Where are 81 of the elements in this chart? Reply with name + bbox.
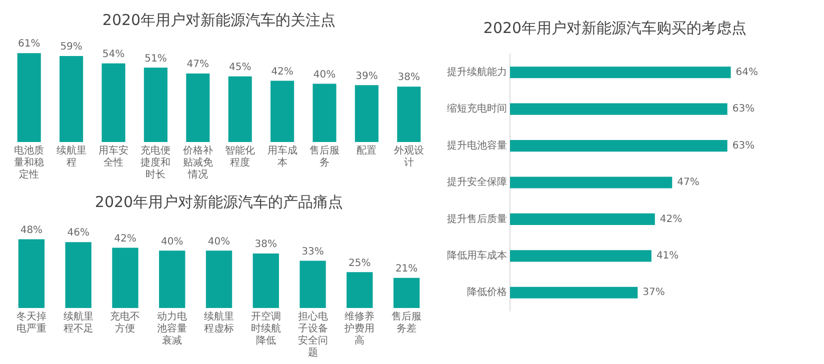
bar: [18, 239, 45, 308]
bar: [312, 84, 336, 142]
y-tick-label: 降低价格: [467, 286, 507, 298]
bar: [102, 63, 126, 142]
x-tick-label: 智能化程度: [225, 144, 256, 169]
data-label: 42%: [271, 66, 294, 78]
bar: [270, 80, 294, 142]
bar: [346, 272, 373, 308]
data-label: 63%: [732, 104, 755, 115]
data-label: 40%: [313, 69, 336, 80]
data-label: 37%: [642, 287, 665, 298]
x-tick-label: 维修养护费用高: [344, 310, 375, 347]
data-label: 21%: [395, 263, 418, 274]
bar: [144, 68, 168, 142]
chart-title: 2020年用户对新能源汽车购买的考虑点: [483, 18, 747, 37]
x-tick-label: 担心电子设备安全问题: [298, 310, 328, 359]
data-label: 47%: [677, 177, 700, 188]
x-tick-label: 价格补贴减免情况: [182, 144, 213, 181]
bar: [510, 286, 638, 298]
x-tick-label: 冬天掉电严重: [16, 310, 46, 335]
y-tick-label: 提升电池容量: [447, 139, 507, 152]
data-label: 33%: [302, 246, 324, 258]
data-label: 63%: [732, 140, 755, 152]
y-tick-label: 提升续航能力: [447, 66, 507, 78]
data-label: 40%: [160, 236, 184, 248]
data-label: 45%: [228, 62, 252, 74]
y-tick-label: 降低用车成本: [447, 250, 507, 262]
bar: [397, 86, 421, 142]
y-tick-label: 提升售后质量: [447, 212, 507, 225]
data-label: 47%: [186, 59, 210, 70]
x-tick-label: 充电便捷度和时长: [140, 144, 171, 181]
data-label: 54%: [102, 48, 125, 60]
bar: [206, 250, 232, 308]
bar: [60, 56, 84, 142]
bar: [112, 248, 138, 308]
x-tick-label: 开空调时续航降低: [250, 310, 281, 347]
bar: [510, 140, 728, 152]
x-tick-label: 配置: [356, 144, 377, 157]
bar: [510, 103, 728, 115]
bar: [159, 250, 186, 308]
bar: [186, 74, 210, 142]
x-tick-label: 外观设计: [394, 144, 424, 169]
x-tick-label: 售后服务差: [392, 310, 422, 335]
bar: [510, 213, 655, 225]
bar: [510, 176, 672, 188]
data-label: 38%: [254, 239, 278, 250]
data-label: 59%: [60, 42, 82, 53]
bar: [228, 76, 252, 142]
x-tick-label: 售后服务: [310, 144, 340, 169]
bar: [510, 250, 652, 262]
data-label: 46%: [67, 228, 90, 239]
data-label: 51%: [144, 53, 167, 64]
chart-title: 2020年用户对新能源汽车的关注点: [102, 10, 336, 29]
data-label: 64%: [736, 66, 758, 78]
x-tick-label: 电池质量和稳定性: [14, 144, 44, 181]
y-tick-label: 提升安全保障: [447, 176, 507, 188]
x-tick-label: 续航里程不足: [63, 310, 94, 335]
data-label: 25%: [348, 258, 371, 269]
x-tick-label: 续航里程: [56, 144, 86, 169]
data-label: 61%: [18, 38, 40, 50]
data-label: 48%: [20, 224, 43, 236]
data-label: 40%: [208, 236, 230, 248]
data-label: 38%: [398, 72, 420, 84]
x-tick-label: 动力电池容量衰减: [157, 310, 188, 347]
y-tick-label: 缩短充电时间: [447, 102, 507, 115]
chart-title: 2020年用户对新能源汽车的产品痛点: [94, 192, 344, 211]
bar: [393, 278, 420, 308]
x-tick-label: 用车成本: [267, 144, 298, 169]
bar: [300, 260, 326, 308]
bar: [65, 242, 92, 308]
data-label: 39%: [356, 70, 378, 82]
x-tick-label: 用车安全性: [98, 144, 128, 169]
bar: [510, 66, 731, 78]
bar: [354, 85, 378, 142]
data-label: 42%: [114, 233, 136, 244]
data-label: 41%: [656, 250, 679, 262]
bar: [252, 254, 279, 308]
bar: [17, 53, 41, 142]
data-label: 42%: [660, 214, 682, 225]
x-tick-label: 续航里程虚标: [204, 310, 234, 335]
x-tick-label: 充电不方便: [110, 310, 140, 335]
